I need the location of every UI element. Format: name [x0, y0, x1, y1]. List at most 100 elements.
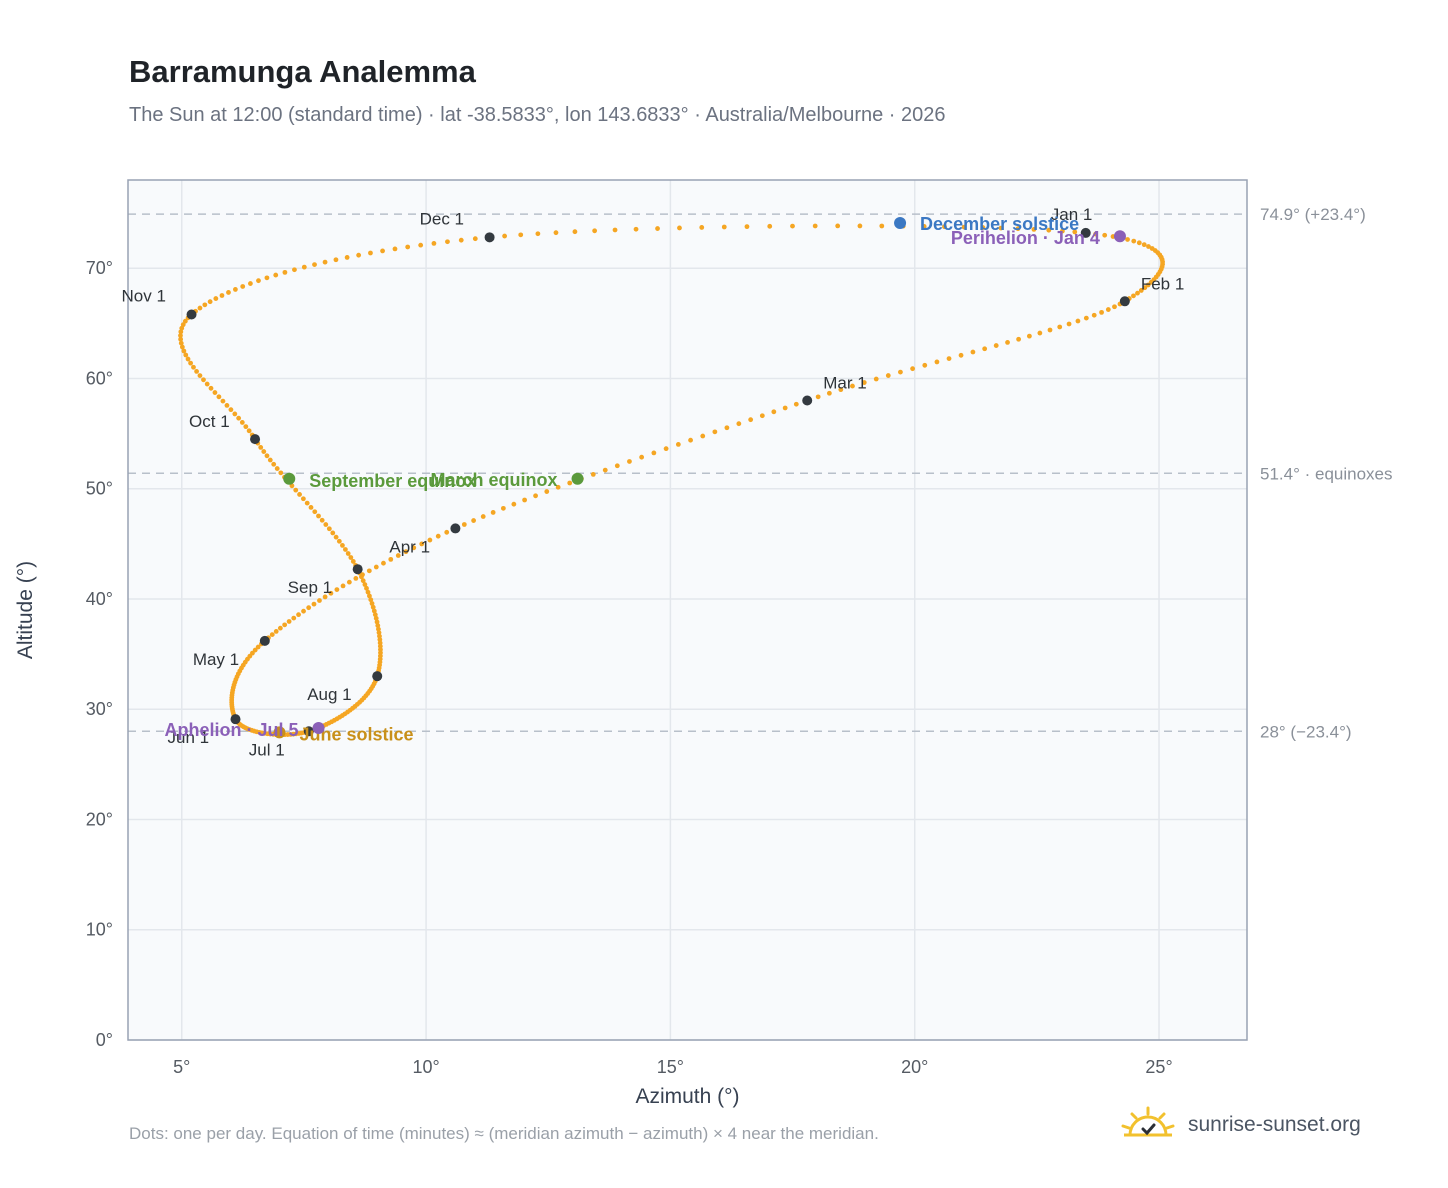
daily-dot [982, 346, 988, 352]
daily-dot [240, 284, 246, 289]
event-marker [894, 217, 907, 229]
daily-dot [1099, 309, 1104, 315]
daily-dot [374, 619, 380, 625]
daily-dot [252, 647, 258, 653]
daily-dot [264, 275, 270, 281]
daily-dot [411, 545, 417, 551]
daily-dot [208, 385, 214, 391]
month-label: Sep 1 [288, 578, 332, 597]
daily-dot [435, 533, 441, 539]
daily-dot [1131, 238, 1137, 244]
daily-dot [1125, 237, 1130, 242]
daily-dot [326, 526, 332, 532]
daily-dot [371, 608, 377, 614]
daily-dot [256, 278, 261, 284]
daily-dot [248, 281, 253, 286]
daily-dot [458, 237, 464, 243]
daily-dot [535, 231, 541, 237]
daily-dot [1057, 324, 1063, 330]
chart-title: Barramunga Analemma [129, 54, 476, 89]
month-marker [802, 395, 813, 406]
daily-dot [369, 601, 375, 606]
daily-dot [346, 579, 352, 585]
daily-dot [1015, 226, 1021, 232]
daily-dot [998, 225, 1004, 231]
daily-dot [277, 625, 283, 631]
daily-dot [1075, 318, 1081, 324]
month-marker [1080, 227, 1091, 238]
daily-dot [308, 505, 314, 510]
daily-dot [445, 239, 450, 245]
daily-dot [350, 559, 356, 564]
daily-dot [1146, 244, 1151, 249]
daily-dot [202, 302, 208, 308]
daily-dot [793, 401, 799, 407]
daily-dot [258, 444, 264, 450]
x-tick-label: 10° [412, 1057, 439, 1077]
daily-dot [388, 556, 394, 562]
daily-dot [699, 225, 705, 230]
y-axis-title: Altitude (°) [14, 561, 37, 659]
daily-dot [567, 480, 573, 486]
daily-dot [838, 387, 844, 393]
daily-dot [264, 453, 270, 459]
month-marker [186, 309, 197, 320]
daily-dot [850, 383, 855, 389]
daily-dot [405, 244, 411, 250]
y-tick-label: 20° [86, 809, 113, 829]
daily-dot [675, 442, 681, 447]
daily-dot [790, 223, 795, 229]
daily-dot [232, 411, 238, 417]
daily-dot [322, 259, 328, 265]
month-label: Feb 1 [1141, 274, 1184, 293]
daily-dot [330, 530, 336, 536]
month-marker [352, 564, 363, 575]
daily-dot [179, 344, 185, 350]
daily-dot [365, 589, 371, 595]
daily-dot [721, 224, 727, 230]
daily-dot [533, 493, 538, 499]
reference-line-label: 74.9° (+23.4°) [1260, 205, 1366, 224]
brand-name[interactable]: sunrise-sunset.org [1188, 1113, 1361, 1136]
daily-dot [207, 299, 213, 305]
daily-dot [885, 373, 891, 378]
month-marker [450, 523, 461, 534]
plot-frame [127, 179, 1248, 1041]
daily-dot [316, 513, 321, 519]
month-label: Jun 1 [168, 728, 210, 747]
y-tick-label: 10° [86, 920, 113, 940]
daily-dot [1083, 315, 1089, 321]
daily-dot [592, 228, 598, 234]
daily-dot [274, 466, 280, 471]
daily-dot [368, 597, 374, 603]
daily-dot [614, 463, 620, 469]
brand[interactable]: sunrise-sunset.org [1120, 1100, 1361, 1150]
x-axis-title: Azimuth (°) [635, 1085, 739, 1108]
daily-dot [898, 369, 903, 375]
chart-subtitle: The Sun at 12:00 (standard time) · lat -… [129, 104, 946, 126]
x-tick-label: 15° [657, 1057, 684, 1077]
daily-dot [185, 356, 191, 362]
daily-dot [921, 223, 927, 229]
daily-dot [1141, 242, 1147, 248]
month-label: Mar 1 [823, 374, 866, 393]
event-label: March equinox [431, 470, 558, 490]
daily-dot [1072, 229, 1078, 235]
daily-dot [366, 568, 372, 574]
month-label: Jan 1 [1051, 205, 1093, 224]
daily-dot [243, 424, 249, 430]
daily-dot [348, 555, 354, 560]
daily-dot [958, 352, 964, 358]
daily-dot [395, 553, 401, 558]
reference-line-label: 28° (−23.4°) [1260, 722, 1352, 741]
event-label: Aphelion · Jul 5 [165, 720, 299, 740]
daily-dot [572, 229, 578, 235]
daily-dot [340, 583, 346, 589]
daily-dot [356, 252, 362, 258]
daily-dot [544, 489, 550, 494]
daily-dot [345, 551, 351, 556]
daily-dot [431, 240, 437, 246]
daily-dot [380, 248, 385, 254]
month-label: Dec 1 [420, 209, 464, 228]
daily-dot [353, 576, 359, 581]
